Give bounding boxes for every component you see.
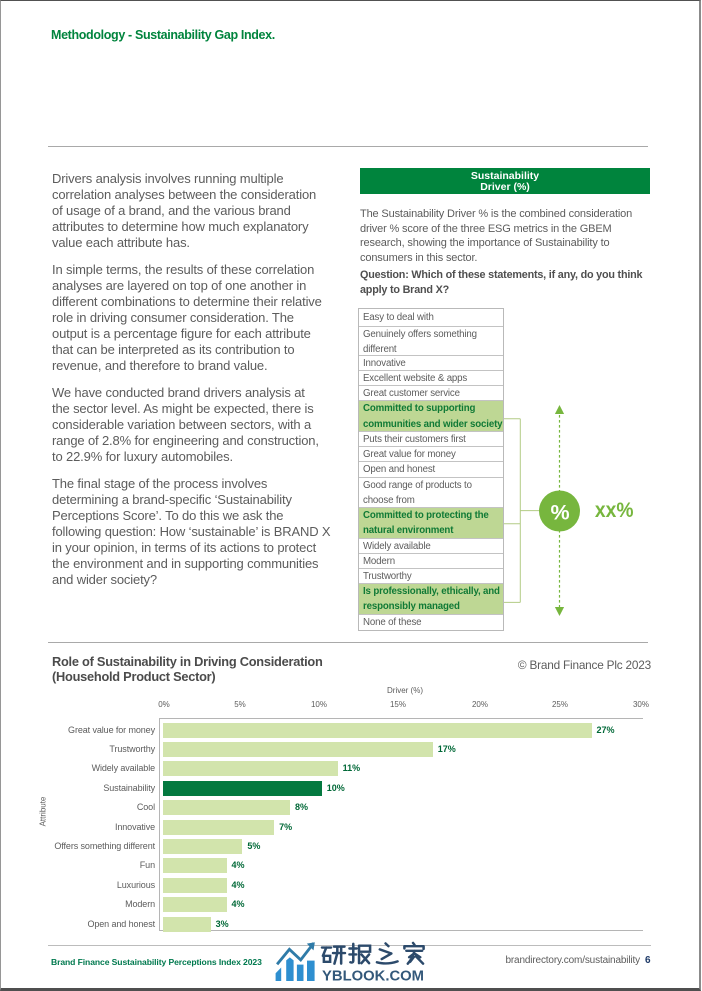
svg-text:xx%: xx% bbox=[595, 498, 634, 522]
svg-text:YBLOOK.COM: YBLOOK.COM bbox=[322, 969, 424, 985]
svg-text:%: % bbox=[550, 500, 569, 524]
